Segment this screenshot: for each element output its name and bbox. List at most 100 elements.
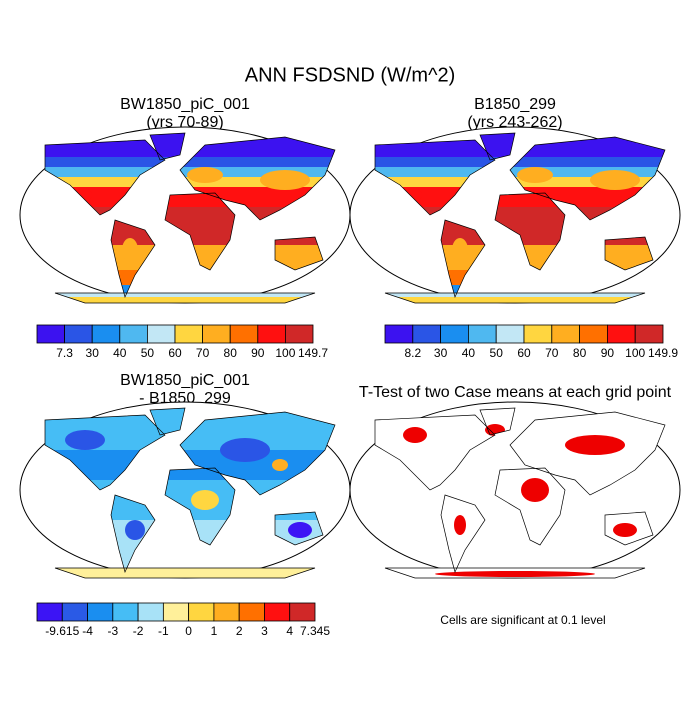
colorbar-box [440,324,469,344]
colorbar-box [384,324,414,344]
panel-title: (yrs 70-89) [146,114,223,131]
land-patch [122,238,138,262]
colorbar-label: 8.2 [404,346,421,360]
colorbar-label: -2 [133,624,144,638]
colorbar-box [146,324,176,344]
colorbar-label: 90 [251,346,265,360]
colorbar-label: 7.3 [56,346,73,360]
land-patch [187,167,223,183]
colorbar-label: 50 [490,346,504,360]
colorbar-label: 100 [275,346,295,360]
colorbar-label: 70 [545,346,559,360]
land-patch [125,520,145,540]
land-band [375,157,665,167]
colorbar-box [495,324,525,344]
colorbar-label: -1 [158,624,169,638]
land-patch [590,170,640,190]
colorbar-box [264,602,291,622]
colorbar-box [61,602,88,622]
land-band [375,297,665,303]
land-patch [288,522,312,538]
colorbar-box [119,324,148,344]
land-patch [191,490,219,510]
land-band [375,293,665,297]
land-band [45,293,335,297]
land-band [45,177,335,187]
colorbar-label: 4 [286,624,293,638]
panel-title: T-Test of two Case means at each grid po… [359,384,672,401]
colorbar-box [213,602,240,622]
colorbar-box [87,602,114,622]
colorbar-box [112,602,139,622]
colorbar-label: 30 [86,346,100,360]
colorbar-label: -4 [82,624,93,638]
colorbar-box [36,324,66,344]
colorbar-label: -9.615 [45,624,79,638]
land-patch [435,571,595,577]
colorbar-label: 80 [224,346,238,360]
colorbar-label: 90 [601,346,615,360]
colorbar-label: 2 [236,624,243,638]
colorbar-box [188,602,215,622]
land-band [375,177,665,187]
colorbar-label: 30 [434,346,448,360]
land-patch [260,170,310,190]
land-band [375,187,665,207]
colorbar-box [162,602,190,622]
colorbar-label: 70 [196,346,210,360]
land-patch [65,430,105,450]
panel-title: BW1850_piC_001 [120,372,250,389]
map [19,401,351,579]
panel-note: Cells are significant at 0.1 level [440,613,605,627]
colorbar-box [467,324,497,344]
colorbar-label: 50 [141,346,155,360]
colorbar-label: 7.345 [300,624,330,638]
colorbar-box [229,324,259,344]
panel-title: BW1850_piC_001 [120,96,250,113]
land-band [45,568,335,578]
panel-title: B1850_299 [474,96,556,113]
colorbar-box [36,602,63,622]
colorbar-label: 149.7 [298,346,328,360]
land-band [45,187,335,207]
colorbar-label: 3 [261,624,268,638]
land-patch [272,459,288,471]
colorbar-label: 1 [211,624,218,638]
colorbar-box [523,324,553,344]
colorbar-box [551,324,580,344]
colorbar-box [174,324,204,344]
land-patch [452,238,468,262]
colorbar-label: 0 [185,624,192,638]
colorbar-label: 40 [462,346,476,360]
land-band [45,157,335,167]
colorbar-box [257,324,286,344]
land-patch [403,427,427,443]
colorbar-box [634,324,664,344]
colorbar-box [579,324,608,344]
colorbar-box [238,602,265,622]
colorbar-label: 149.9 [648,346,678,360]
colorbar-box [412,324,441,344]
panel-title: (yrs 243-262) [467,114,562,131]
land-patch [220,438,270,462]
map [349,401,681,579]
colorbar-box [64,324,93,344]
colorbar-label: 100 [625,346,645,360]
colorbar-box [137,602,164,622]
colorbar-box [284,324,314,344]
colorbar-label: 40 [113,346,127,360]
land-band [45,297,335,303]
land-patch [521,478,549,502]
land-patch [613,523,637,537]
colorbar-box [607,324,636,344]
colorbar-box [91,324,121,344]
land-patch [517,167,553,183]
figure-title: ANN FSDSND (W/m^2) [245,64,456,86]
colorbar-box [289,602,316,622]
map [19,126,351,304]
colorbar-label: 60 [168,346,182,360]
colorbar-label: 60 [517,346,531,360]
map [349,126,681,304]
colorbar-box [202,324,231,344]
